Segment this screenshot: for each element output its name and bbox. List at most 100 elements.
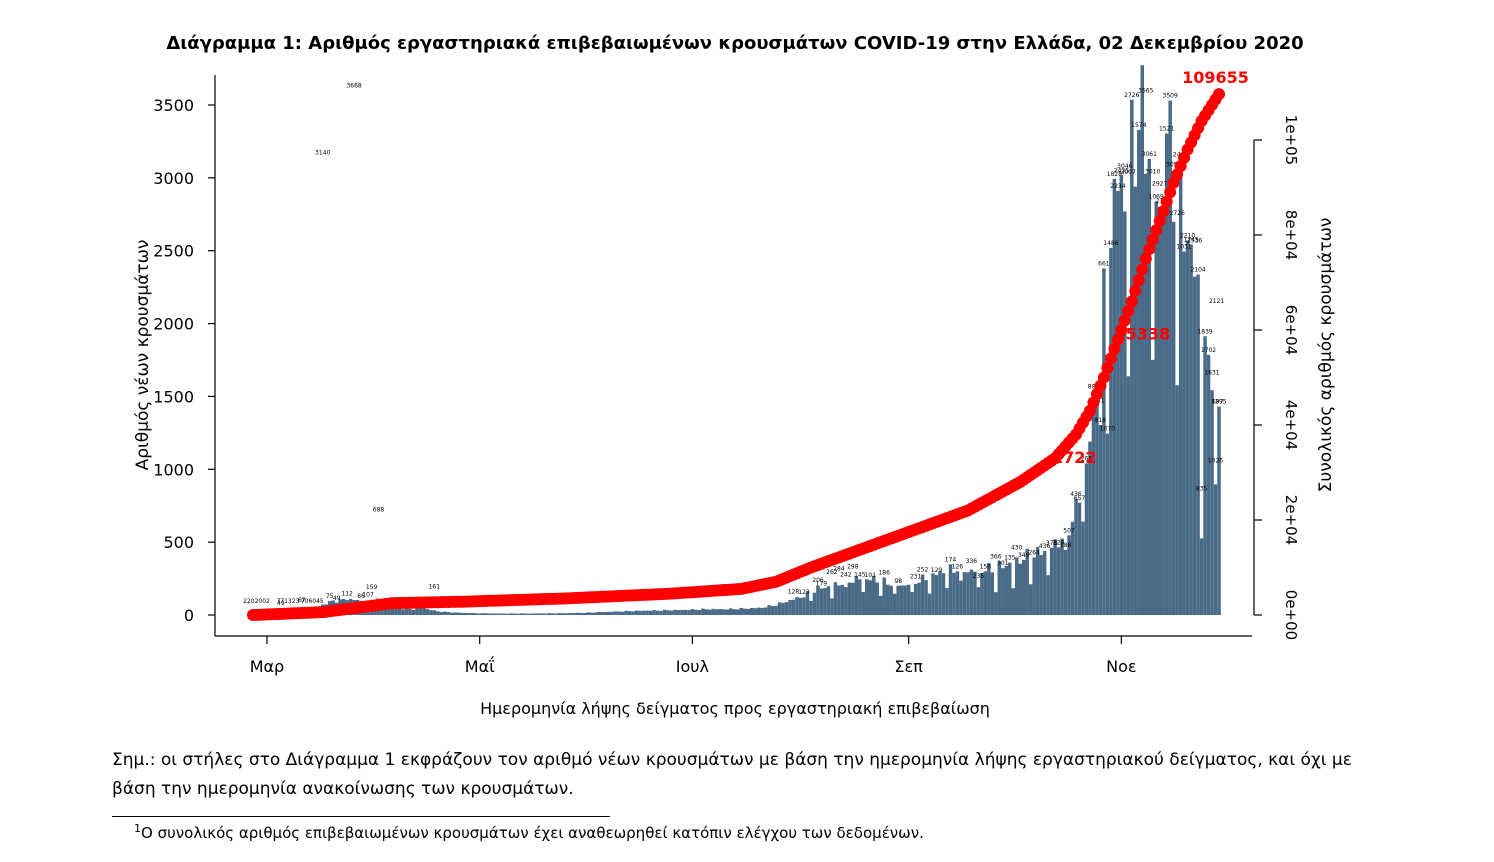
cumulative-point [1129,284,1142,297]
bar-value-label: 2435 [1114,167,1129,174]
bar-value-label: 1026 [1208,458,1223,465]
bar-value-label: 3509 [1163,93,1178,100]
y2-tick-label: 0e+00 [1282,590,1300,640]
bar-value-label: 235 [973,573,985,580]
bar-value-label: 186 [878,569,890,576]
cumulative-point [1157,205,1170,218]
bar [715,609,719,615]
bar [1001,568,1005,615]
bar-value-label: 657 [1074,495,1086,502]
bar-value-label: 1031 [1176,244,1191,251]
y-tick-label: 1500 [153,387,194,406]
y2-axis-label: Συνολικός αριθμός κρουσμάτων [1316,218,1336,493]
bar [722,609,726,615]
bar [980,572,984,615]
bar-value-label: 126 [952,563,964,570]
bar [425,609,430,615]
bar [516,613,520,615]
bar-value-label: 2234 [1110,183,1125,190]
bar-value-label: 135 [1004,555,1016,562]
bar-value-label: 2104 [1190,267,1205,274]
bar [533,613,538,615]
cumulative-point [1213,88,1225,101]
bar [708,609,712,615]
bar-value-label: 86 [357,593,365,600]
bar-value-label: 298 [847,564,859,571]
bar [896,585,900,615]
bar [1021,559,1026,615]
bar [1199,538,1204,615]
bar [868,580,873,615]
bar [746,608,750,615]
bar [554,613,559,615]
bar [987,563,991,615]
bar [1046,575,1050,615]
bar-value-label: 507 [1063,527,1075,534]
bar [1206,354,1211,615]
bar [1130,99,1134,615]
bar [495,613,499,615]
cumulative-point [1122,305,1135,317]
bar [613,611,618,615]
bar [1028,584,1033,615]
bar [509,613,513,615]
bar-value-label: 188 [1060,542,1072,549]
bar-value-label: 128 [788,588,800,595]
bar-value-label: 75 [326,593,334,600]
bar [415,607,419,615]
bar [756,607,761,615]
bar-value-label: 1521 [1159,126,1174,133]
cumulative-point [1125,295,1138,308]
bar-value-label: 436 [1039,543,1051,550]
bar-value-label: 835 [1196,485,1208,492]
bar [422,607,426,615]
bar [1056,547,1061,615]
bar [802,597,806,615]
bar [1185,240,1190,615]
bar [994,592,998,615]
y-tick-label: 500 [163,533,194,552]
y2-tick-label: 4e+04 [1282,400,1300,450]
bar [1074,498,1078,615]
bar [809,600,813,615]
bar [777,602,782,615]
bar-value-label: 174 [945,556,957,563]
bar [959,580,963,615]
bar [383,606,388,615]
bar [676,610,681,615]
bar [669,610,674,615]
bar [701,608,705,615]
bar [418,606,423,615]
bar [906,584,911,615]
y2-tick-label: 6e+04 [1282,305,1300,355]
bar [1157,207,1162,615]
bar [620,611,625,615]
bar [512,613,517,615]
bar [1081,521,1085,615]
cumulative-point [1104,352,1117,365]
bar-value-label: 161 [429,584,441,591]
bar-value-label: 3046 [1117,163,1132,170]
bar [401,609,405,615]
bar [470,612,475,615]
bar [833,582,838,615]
bar [624,610,628,615]
bar [460,612,464,615]
cumulative-point [1132,274,1145,287]
y-tick-label: 3500 [153,96,194,115]
bar-value-label: 107 [362,591,374,598]
bar [530,613,534,615]
bar-value-label: 3140 [315,150,330,157]
bar [840,584,845,615]
cumulative-point [1143,243,1156,256]
bar [1116,190,1120,615]
bar [1049,547,1054,615]
bar [641,610,646,615]
bar [1126,376,1131,615]
bar [865,579,869,615]
bar [1011,588,1015,615]
bar [603,612,607,615]
bar [910,592,914,615]
bar [572,613,576,615]
bar [404,608,409,615]
